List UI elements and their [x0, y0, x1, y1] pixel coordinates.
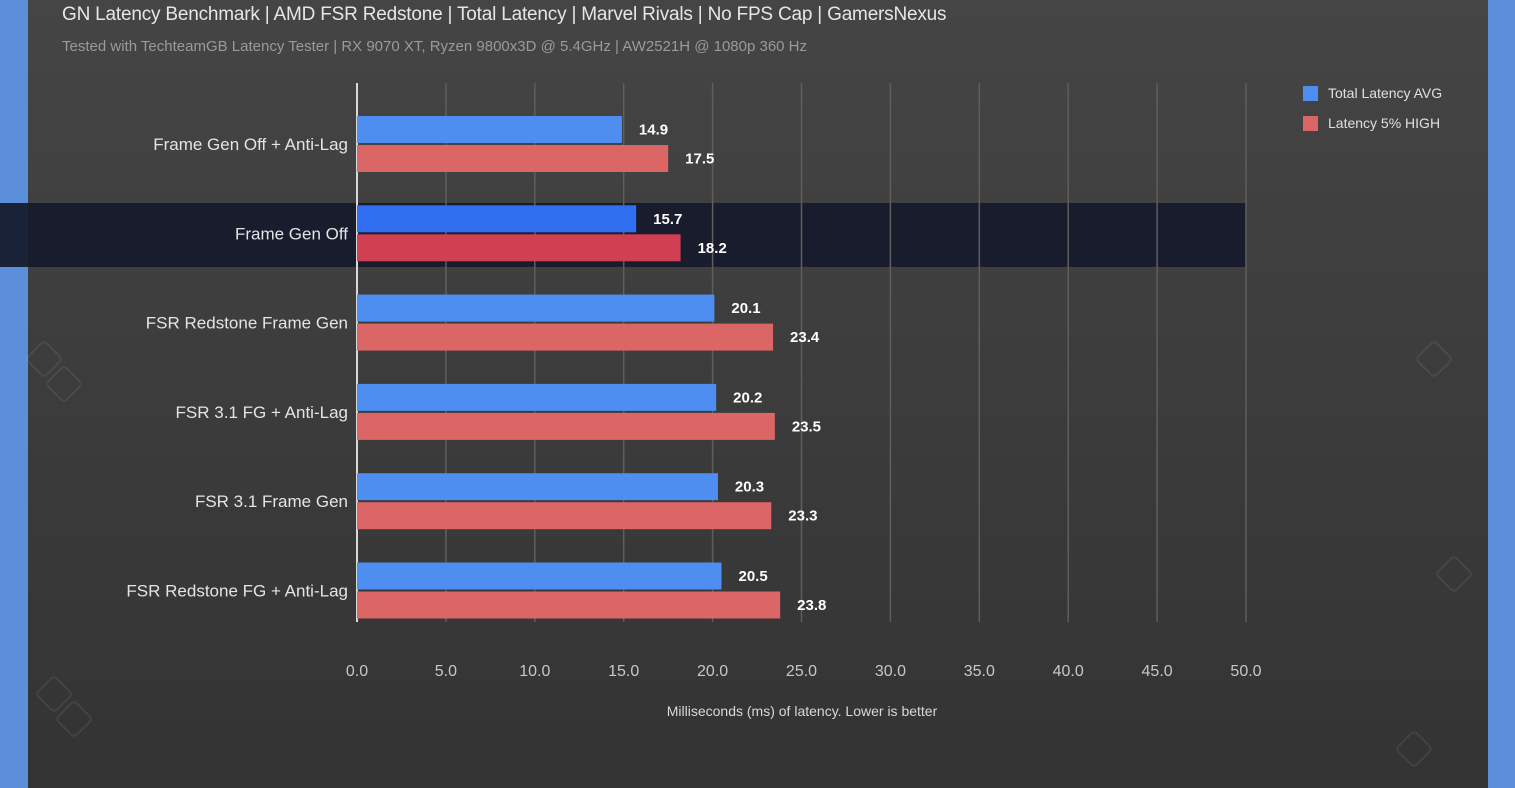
bar-high — [357, 412, 775, 440]
data-label: 20.3 — [735, 479, 764, 496]
x-tick-label: 35.0 — [964, 663, 995, 680]
x-tick-label: 45.0 — [1142, 663, 1173, 680]
data-label: 20.2 — [733, 389, 762, 406]
x-tick-label: 15.0 — [608, 663, 639, 680]
category-label: Frame Gen Off — [235, 224, 348, 243]
chart-title: GN Latency Benchmark | AMD FSR Redstone … — [62, 4, 947, 25]
category-label: FSR 3.1 FG + Anti-Lag — [176, 403, 348, 422]
x-tick-label: 0.0 — [346, 663, 368, 680]
category-label: FSR Redstone FG + Anti-Lag — [126, 582, 348, 601]
data-label: 20.5 — [738, 568, 767, 585]
legend-label: Total Latency AVG — [1328, 85, 1442, 101]
x-tick-label: 25.0 — [786, 663, 817, 680]
bar-avg — [357, 116, 622, 143]
bar-avg — [357, 562, 722, 590]
bar-high — [357, 234, 681, 262]
data-label: 23.4 — [790, 329, 820, 346]
category-label: FSR Redstone Frame Gen — [146, 314, 348, 333]
bar-high — [357, 591, 781, 619]
x-tick-label: 40.0 — [1053, 663, 1084, 680]
data-label: 23.3 — [788, 508, 817, 525]
bar-avg — [357, 473, 718, 501]
x-tick-label: 30.0 — [875, 663, 906, 680]
data-label: 18.2 — [698, 240, 727, 257]
category-label: Frame Gen Off + Anti-Lag — [153, 135, 348, 154]
left-frame-edge — [0, 0, 28, 788]
data-label: 23.5 — [792, 418, 821, 435]
legend-label: Latency 5% HIGH — [1328, 115, 1440, 131]
x-tick-label: 50.0 — [1230, 663, 1261, 680]
chart-panel — [28, 0, 1488, 788]
legend-swatch — [1303, 86, 1318, 101]
data-label: 14.9 — [639, 122, 668, 139]
data-label: 23.8 — [797, 597, 826, 614]
data-label: 20.1 — [731, 300, 760, 317]
bar-avg — [357, 383, 717, 411]
data-label: 15.7 — [653, 211, 682, 228]
x-tick-label: 20.0 — [697, 663, 728, 680]
bar-high — [357, 323, 774, 351]
data-label: 17.5 — [685, 151, 714, 168]
right-frame-edge — [1488, 0, 1515, 788]
legend-swatch — [1303, 116, 1318, 131]
bar-high — [357, 502, 772, 530]
chart-subtitle: Tested with TechteamGB Latency Tester | … — [62, 38, 808, 55]
x-tick-label: 5.0 — [435, 663, 457, 680]
x-axis-title: Milliseconds (ms) of latency. Lower is b… — [667, 703, 938, 719]
x-tick-label: 10.0 — [519, 663, 550, 680]
bar-high — [357, 145, 669, 172]
category-label: FSR 3.1 Frame Gen — [195, 492, 348, 511]
bar-avg — [357, 205, 637, 233]
bar-avg — [357, 294, 715, 322]
